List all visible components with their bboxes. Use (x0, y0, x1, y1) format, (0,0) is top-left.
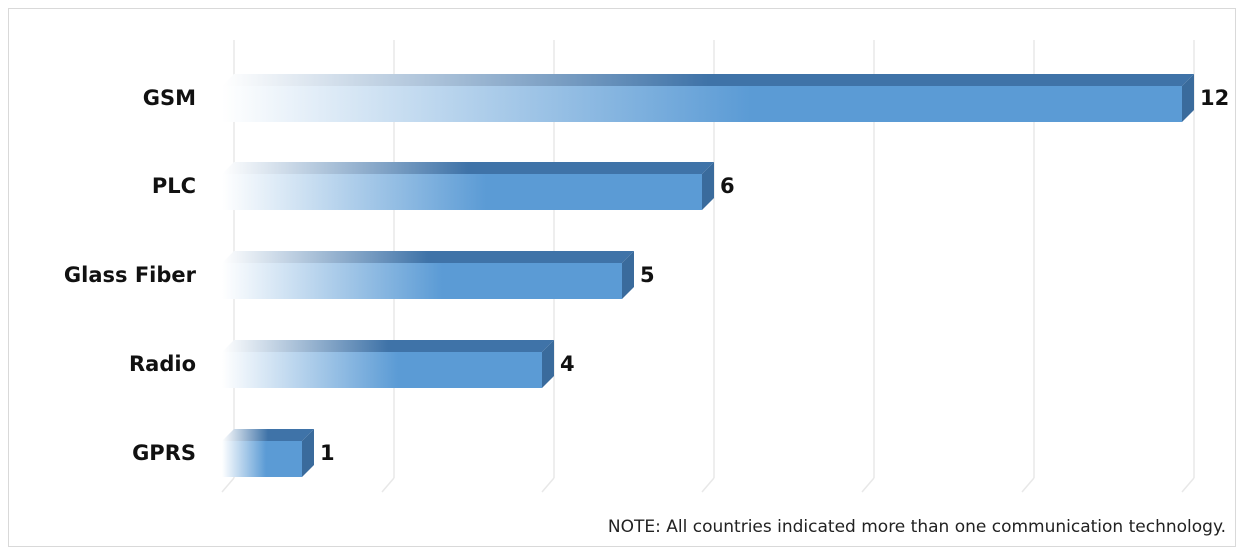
gridline-foot (381, 477, 395, 493)
category-label-3: Radio (129, 352, 196, 376)
bar-1 (222, 174, 702, 210)
gridline-foot (701, 477, 715, 493)
bar-top-4 (222, 429, 314, 441)
bar-3 (222, 352, 542, 388)
category-labels: GSM PLC Glass Fiber Radio GPRS (64, 86, 197, 465)
bar-side-2 (622, 251, 634, 299)
bar-side-0 (1182, 74, 1194, 122)
bar-top-1 (222, 162, 714, 174)
bar-2 (222, 263, 622, 299)
category-label-1: PLC (152, 174, 196, 198)
value-label-1: 6 (720, 174, 735, 198)
bar-top-3 (222, 340, 554, 352)
value-labels: 12 6 5 4 1 (320, 86, 1229, 465)
bars (222, 74, 1194, 477)
bar-side-1 (702, 162, 714, 210)
gridline-foot (221, 477, 235, 493)
bar-side-3 (542, 340, 554, 388)
bar-top-2 (222, 251, 634, 263)
value-label-3: 4 (560, 352, 575, 376)
value-label-0: 12 (1200, 86, 1229, 110)
bar-4 (222, 441, 302, 477)
bar-side-4 (302, 429, 314, 477)
value-label-2: 5 (640, 263, 655, 287)
gridline-foot (861, 477, 875, 493)
bar-top-0 (222, 74, 1194, 86)
value-label-4: 1 (320, 441, 335, 465)
category-label-2: Glass Fiber (64, 263, 197, 287)
bar-0 (222, 86, 1182, 122)
category-label-4: GPRS (132, 441, 196, 465)
gridline-foot (541, 477, 555, 493)
category-label-0: GSM (143, 86, 196, 110)
gridline-foot (1021, 477, 1035, 493)
chart-note: NOTE: All countries indicated more than … (608, 517, 1226, 537)
gridline-foot (1181, 477, 1195, 493)
